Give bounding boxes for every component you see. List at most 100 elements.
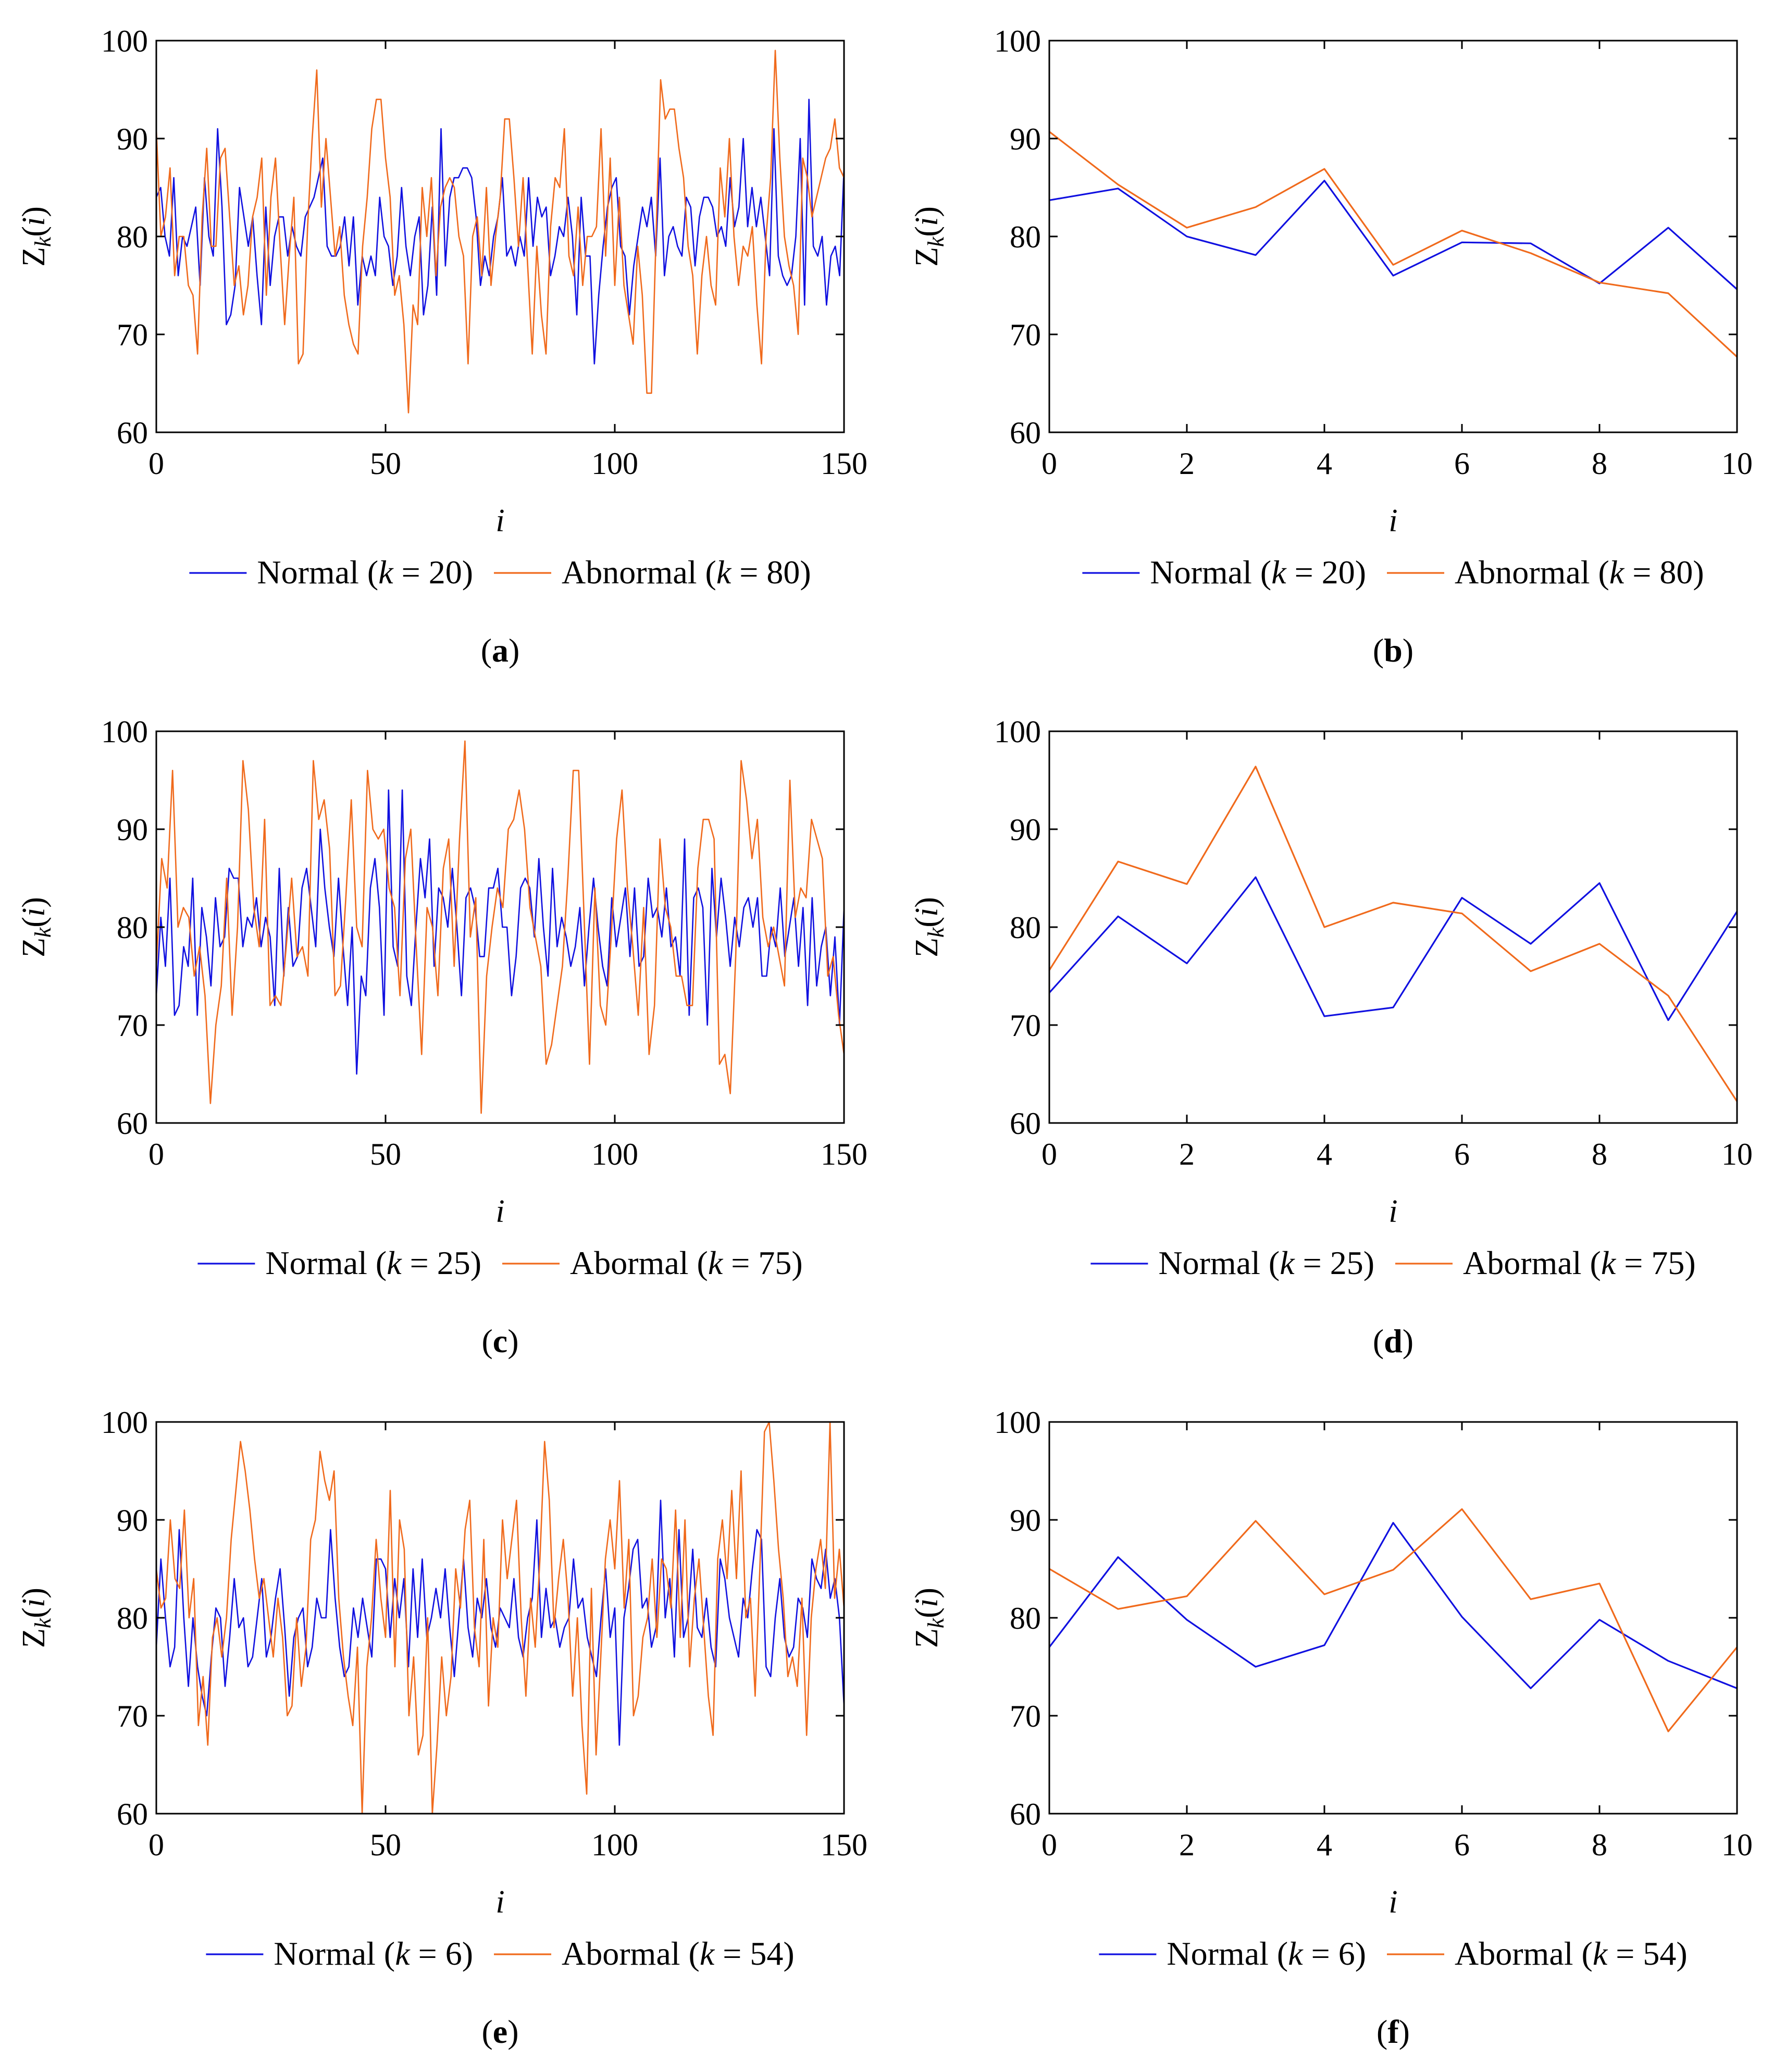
y-tick-label: 70 (1010, 1008, 1041, 1043)
x-tick-label: 8 (1592, 446, 1607, 481)
series-line-normal (1048, 1522, 1738, 1690)
y-tick-label: 100 (994, 24, 1041, 58)
y-axis-label-close: ) (909, 1588, 945, 1599)
legend-suffix: = 80) (731, 554, 811, 591)
y-tick-label: 80 (1010, 910, 1041, 945)
y-tick-label: 80 (1010, 220, 1041, 254)
x-axis-label: i (495, 1194, 504, 1229)
caption-open: ( (1373, 1322, 1384, 1359)
x-tick-label: 10 (1721, 1828, 1753, 1862)
legend-label-normal: Normal (k = 25) (1158, 1244, 1374, 1281)
legend-prefix: Abormal ( (562, 1935, 700, 1972)
series-line-normal (1049, 180, 1738, 290)
x-tick-label: 6 (1454, 1137, 1470, 1171)
caption-letter: e (493, 2013, 507, 2050)
legend-var: k (1271, 554, 1287, 591)
x-tick-label: 6 (1454, 1828, 1470, 1862)
y-tick-label: 100 (994, 715, 1041, 749)
x-tick-label: 50 (370, 446, 401, 481)
x-tick-label: 150 (821, 1137, 867, 1171)
y-axis-label-main: Z (909, 247, 945, 267)
legend-suffix: = 20) (1286, 554, 1366, 591)
legend: Normal (k = 6) Abormal (k = 54) (206, 1935, 795, 1972)
x-tick-label: 0 (1041, 1137, 1057, 1171)
caption-letter: a (492, 632, 508, 669)
y-tick-label: 70 (1010, 1699, 1041, 1733)
x-tick-label: 0 (148, 1137, 164, 1171)
y-axis-label-open: ( (909, 917, 945, 928)
caption-open: ( (481, 2013, 492, 2050)
caption-open: ( (481, 632, 492, 669)
legend-label-normal: Normal (k = 20) (1150, 554, 1366, 591)
legend-label-abnormal: Abnormal (k = 80) (562, 554, 811, 591)
y-axis-label-arg: i (16, 908, 52, 917)
series-line-normal (155, 98, 845, 365)
y-tick-label: 70 (117, 318, 148, 352)
x-tick-label: 0 (1041, 446, 1057, 481)
x-axis-label: i (495, 1884, 504, 1920)
caption-close: ) (1399, 2013, 1410, 2050)
y-tick-label: 100 (101, 1405, 148, 1440)
legend: Normal (k = 20) Abnormal (k = 80) (1082, 554, 1704, 591)
caption-letter: f (1387, 2013, 1399, 2050)
x-axis-label: i (1388, 1884, 1397, 1920)
legend-label-abormal: Abormal (k = 54) (562, 1935, 795, 1972)
y-axis-label-main: Z (16, 1628, 52, 1648)
plot-frame (1048, 1421, 1738, 1815)
y-tick-label: 60 (1010, 416, 1041, 450)
y-axis-label-close: ) (16, 897, 52, 908)
y-tick-label: 80 (117, 910, 148, 945)
caption-close: ) (508, 632, 519, 669)
y-tick-label: 60 (117, 1106, 148, 1141)
x-tick-label: 50 (370, 1828, 401, 1862)
legend-suffix: = 20) (393, 554, 473, 591)
legend: Normal (k = 25) Abormal (k = 75) (197, 1244, 803, 1281)
y-tick-label: 80 (1010, 1601, 1041, 1636)
y-axis-label: Zk(i) (909, 897, 949, 957)
legend-label-normal: Normal (k = 25) (265, 1244, 481, 1281)
x-tick-label: 2 (1179, 446, 1195, 481)
legend-var: k (708, 1244, 724, 1281)
y-tick-label: 90 (1010, 122, 1041, 156)
legend-var: k (1601, 1244, 1617, 1281)
plot-frame (155, 40, 845, 433)
y-axis-label: Zk(i) (16, 897, 56, 957)
caption-close: ) (507, 1322, 518, 1359)
y-axis-label-open: ( (909, 1607, 945, 1618)
legend-suffix: = 6) (1303, 1935, 1366, 1972)
y-tick-label: 100 (994, 1405, 1041, 1440)
legend-suffix: = 54) (1607, 1935, 1687, 1972)
chart-panel-f: 0 2 4 6 8 10 60 70 80 90 100 i Zk(i) Normal (k = 6) Ab… (893, 1381, 1786, 2072)
legend-prefix: Abormal ( (1455, 1935, 1593, 1972)
y-axis-label-sub: k (30, 236, 56, 247)
y-tick-label: 60 (117, 416, 148, 450)
x-tick-label: 2 (1179, 1828, 1195, 1862)
legend-label-abormal: Abormal (k = 54) (1455, 1935, 1688, 1972)
legend: Normal (k = 6) Abormal (k = 54) (1099, 1935, 1688, 1972)
x-tick-label: 8 (1592, 1137, 1607, 1171)
panel-caption: (a) (481, 632, 520, 669)
panel-caption: (c) (481, 1322, 518, 1359)
series-line-abnormal (155, 49, 845, 414)
y-tick-label: 90 (1010, 813, 1041, 847)
legend-var: k (1593, 1935, 1608, 1972)
panel-caption: (b) (1373, 632, 1413, 669)
y-axis-label-sub: k (923, 236, 949, 247)
legend-var: k (1280, 1244, 1295, 1281)
legend-var: k (387, 1244, 402, 1281)
legend-prefix: Normal ( (1158, 1244, 1280, 1281)
y-tick-label: 60 (1010, 1797, 1041, 1831)
y-tick-label: 90 (1010, 1503, 1041, 1538)
caption-close: ) (1403, 632, 1413, 669)
caption-open: ( (1376, 2013, 1387, 2050)
legend-label-normal: Normal (k = 6) (1167, 1935, 1366, 1972)
x-axis-label: i (1388, 1194, 1397, 1229)
legend-suffix: = 75) (1616, 1244, 1695, 1281)
y-tick-label: 70 (117, 1008, 148, 1043)
chart-panel-e: 0 50 100 150 60 70 80 90 100 i Zk(i) Normal (k = 6)… (0, 1381, 893, 2072)
plot-frame (1048, 730, 1738, 1124)
series-line-normal (1048, 876, 1738, 1021)
